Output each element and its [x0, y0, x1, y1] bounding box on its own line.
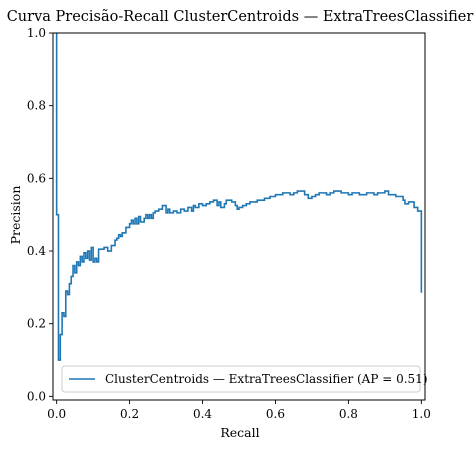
- y-tick-label: 0.2: [27, 317, 46, 331]
- y-axis-ticks: 0.0 0.2 0.4 0.6 0.8 1.0: [27, 26, 53, 403]
- x-tick-label: 0.4: [193, 407, 212, 421]
- precision-recall-curve: [55, 33, 423, 361]
- legend: ClusterCentroids — ExtraTreesClassifier …: [61, 365, 428, 393]
- x-tick-label: 0.2: [120, 407, 139, 421]
- y-tick-label: 0.8: [27, 99, 46, 113]
- x-tick-label: 0.6: [266, 407, 285, 421]
- y-tick-label: 0.4: [27, 244, 46, 258]
- plot-area: [52, 32, 426, 401]
- y-tick-label: 0.0: [27, 389, 46, 403]
- plot-frame: [52, 32, 426, 401]
- y-tick-label: 0.6: [27, 171, 46, 185]
- y-tick-label: 1.0: [27, 26, 46, 40]
- x-axis-label: Recall: [220, 425, 259, 440]
- legend-entry-label: ClusterCentroids — ExtraTreesClassifier …: [105, 372, 428, 386]
- x-tick-label: 0.8: [339, 407, 358, 421]
- x-axis-ticks: 0.0 0.2 0.4 0.6 0.8 1.0: [47, 400, 431, 421]
- x-tick-label: 0.0: [47, 407, 66, 421]
- chart-title: Curva Precisão-Recall ClusterCentroids —…: [7, 9, 474, 25]
- y-axis-label: Precision: [8, 186, 23, 245]
- legend-box: [61, 365, 421, 393]
- x-tick-label: 1.0: [412, 407, 431, 421]
